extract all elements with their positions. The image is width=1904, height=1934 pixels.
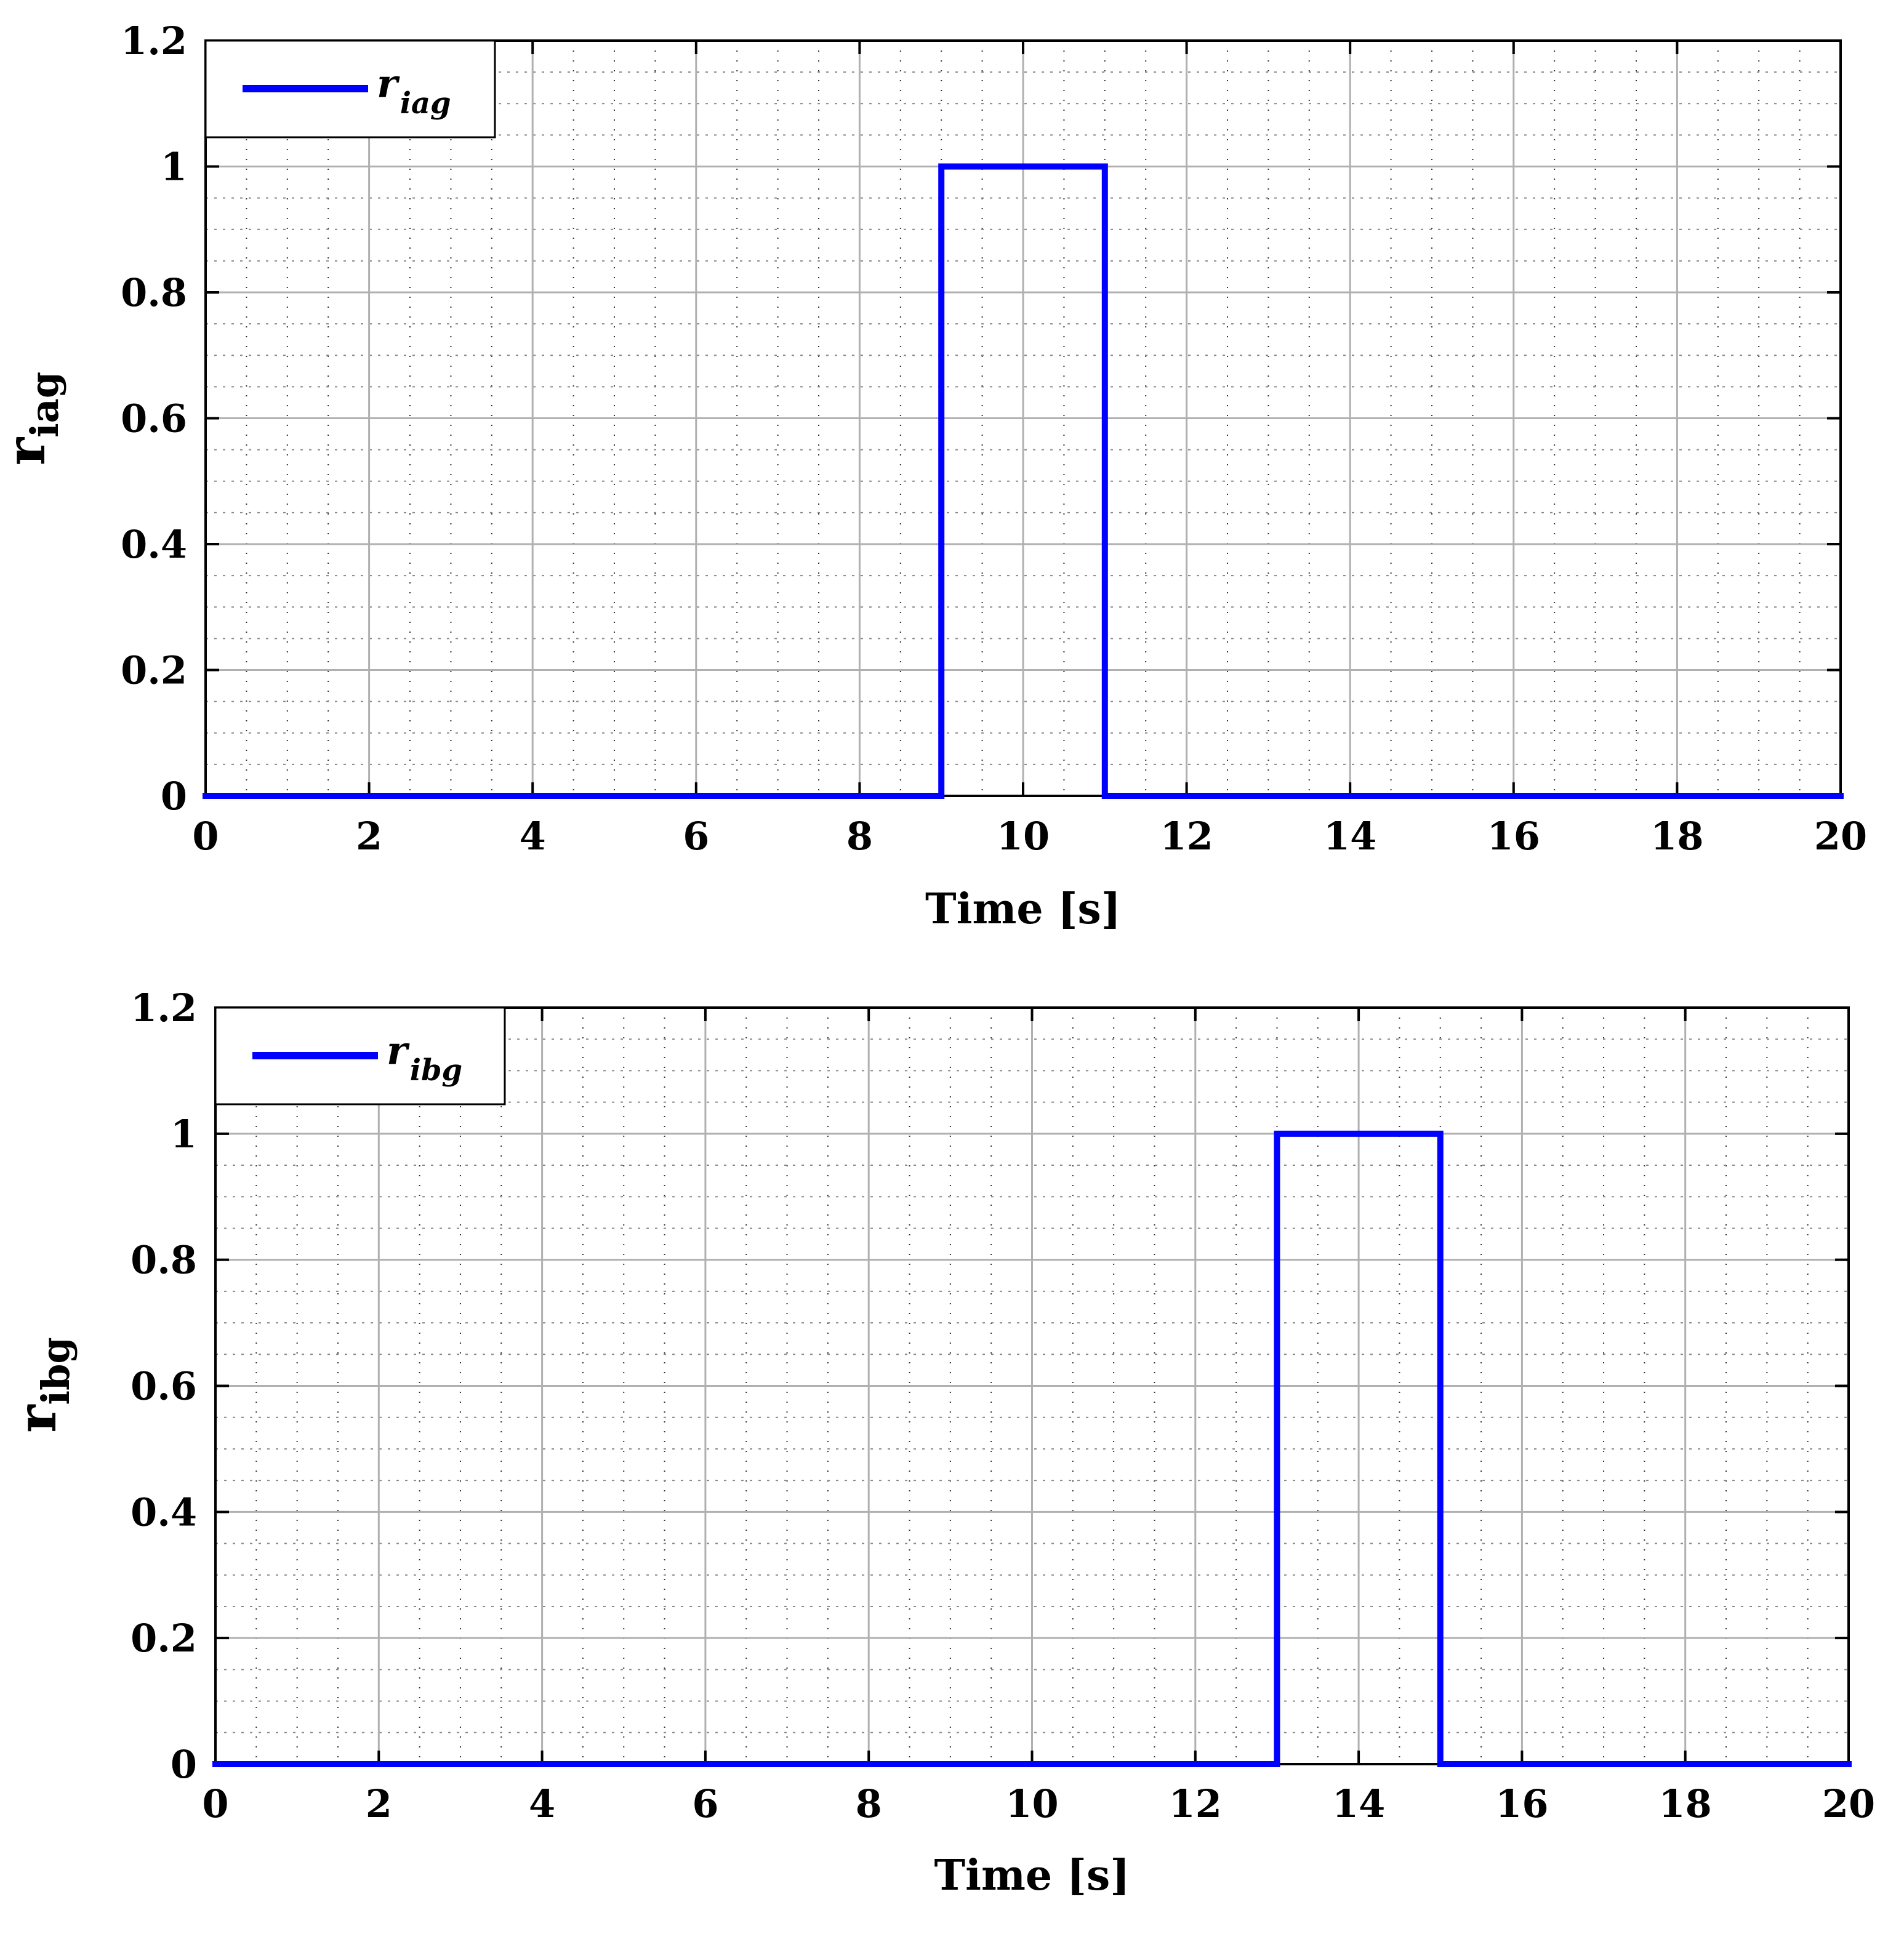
x-tick-label: 8: [856, 1781, 882, 1826]
y-axis-label-sub: iag: [22, 372, 67, 438]
y-tick-label: 0.8: [121, 270, 187, 315]
x-tick-label: 8: [846, 814, 873, 859]
x-tick-label: 16: [1495, 1781, 1548, 1826]
y-axis-label: riag: [0, 372, 67, 465]
y-tick-label: 0.2: [131, 1616, 197, 1661]
y-tick-label: 0.4: [121, 522, 187, 567]
legend-label-sub: ibg: [410, 1053, 462, 1088]
major-grid: [204, 39, 1842, 797]
chart-panel-2: 0 2 4 6 8 10 12 14 16 18 20 0 0.2 0.4 0.6 0.8 1 1.2 Time […: [6, 985, 1875, 1900]
x-tick-label: 6: [692, 1781, 718, 1826]
y-tick-label: 1: [161, 145, 187, 190]
y-axis-label-base: r: [6, 1404, 68, 1433]
x-tick-label: 2: [356, 814, 382, 859]
x-tick-label: 0: [202, 1781, 228, 1826]
y-tick-label: 1.2: [121, 18, 187, 63]
y-tick-label: 1.2: [131, 985, 197, 1030]
series-line-r_iag: [203, 163, 1844, 799]
x-tick-label: 4: [529, 1781, 555, 1826]
y-tick-label: 0: [161, 774, 187, 819]
y-tick-label: 0: [171, 1742, 197, 1787]
y-tick-label: 0.4: [131, 1490, 197, 1535]
x-tick-label: 0: [192, 814, 219, 859]
x-tick-label: 12: [1169, 1781, 1222, 1826]
legend-label: riag: [377, 61, 451, 121]
minor-grid: [206, 41, 1841, 796]
x-tick-label: 20: [1822, 1781, 1875, 1826]
x-tick-label: 14: [1332, 1781, 1385, 1826]
y-tick-label: 0.6: [131, 1364, 197, 1409]
x-tick-label: 10: [997, 814, 1050, 859]
y-tick-label: 0.8: [131, 1238, 197, 1283]
x-tick-label: 18: [1650, 814, 1703, 859]
legend: riag: [204, 39, 496, 138]
x-tick-label: 4: [520, 814, 546, 859]
x-tick-label: 20: [1814, 814, 1867, 859]
major-grid: [214, 1006, 1850, 1765]
x-tick-label: 6: [683, 814, 709, 859]
legend-label-sub: iag: [400, 86, 451, 121]
legend-label: ribg: [387, 1028, 462, 1088]
series-line-r_ibg: [212, 1130, 1852, 1767]
x-tick-label: 2: [366, 1781, 392, 1826]
x-tick-label: 12: [1160, 814, 1213, 859]
x-axis-label: Time [s]: [934, 1851, 1130, 1900]
legend: ribg: [214, 1006, 506, 1105]
x-tick-label: 14: [1324, 814, 1376, 859]
x-tick-label: 10: [1005, 1781, 1058, 1826]
legend-label-base: r: [377, 61, 400, 107]
y-axis-label: ribg: [6, 1337, 78, 1433]
y-tick-label: 0.2: [121, 648, 187, 693]
x-tick-label: 16: [1487, 814, 1540, 859]
y-axis-label-sub: ibg: [33, 1337, 78, 1405]
y-tick-label: 0.6: [121, 396, 187, 441]
y-axis-label-base: r: [0, 436, 57, 465]
y-tick-label: 1: [171, 1112, 197, 1157]
x-tick-label: 18: [1659, 1781, 1712, 1826]
chart-panel-1: 0 2 4 6 8 10 12 14 16 18 20 0 0.2 0.4 0.6 0.8 1 1.2 Time […: [0, 18, 1867, 934]
x-axis-label: Time [s]: [925, 885, 1121, 934]
legend-label-base: r: [387, 1028, 410, 1074]
